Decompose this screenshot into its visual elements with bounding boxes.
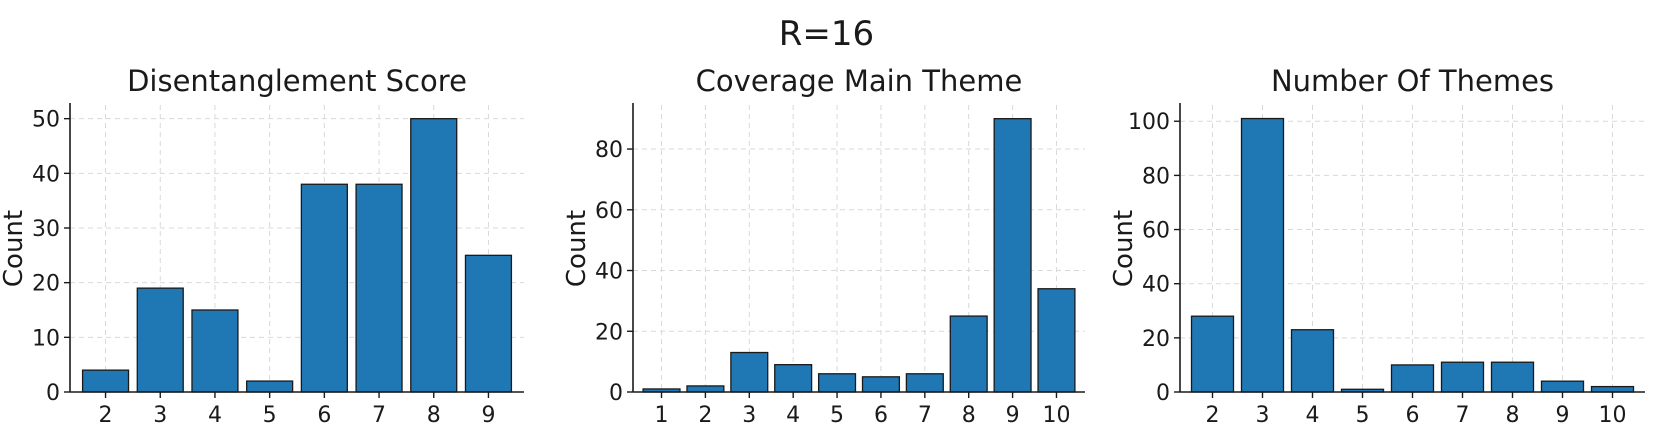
y-tick-label: 20 bbox=[1142, 327, 1170, 352]
y-tick-label: 40 bbox=[32, 162, 60, 187]
y-axis-label: Count bbox=[0, 210, 29, 287]
y-tick-label: 60 bbox=[595, 199, 623, 224]
bar-9 bbox=[1540, 380, 1585, 393]
bar-4 bbox=[191, 309, 239, 393]
bar-7 bbox=[355, 183, 403, 393]
bar-8 bbox=[1490, 361, 1535, 393]
chart-panel-2: 0 20 40 60 80 1 2 3 4 5 6 7 8 9 10 Coverage Main Theme C… bbox=[562, 64, 1085, 428]
y-tick-label: 100 bbox=[1128, 110, 1170, 135]
y-axis-label: Count bbox=[1109, 210, 1139, 287]
chart-title: Coverage Main Theme bbox=[696, 64, 1023, 98]
bar-3 bbox=[1240, 117, 1285, 393]
y-tick-label: 80 bbox=[1142, 164, 1170, 189]
y-axis-label: Count bbox=[562, 210, 592, 287]
x-tick-label: 7 bbox=[918, 403, 932, 428]
x-tick-label: 10 bbox=[1042, 403, 1070, 428]
chart-title: Number Of Themes bbox=[1271, 64, 1554, 98]
y-tick-label: 40 bbox=[595, 260, 623, 285]
chart-panel-3: 0 20 40 60 80 100 2 3 4 5 6 7 8 9 10 Number Of Themes Co… bbox=[1109, 64, 1645, 428]
x-tick-label: 5 bbox=[1356, 403, 1370, 428]
x-tick-label: 8 bbox=[962, 403, 976, 428]
x-tick-label: 5 bbox=[263, 403, 277, 428]
y-tick-label: 0 bbox=[1156, 381, 1170, 406]
chart-title: Disentanglement Score bbox=[127, 64, 467, 98]
y-tick-label: 30 bbox=[32, 217, 60, 242]
bar-7 bbox=[905, 373, 944, 393]
x-tick-label: 9 bbox=[481, 403, 495, 428]
x-tick-label: 1 bbox=[655, 403, 669, 428]
x-tick-label: 7 bbox=[1456, 403, 1470, 428]
figure-suptitle: R=16 bbox=[778, 14, 875, 54]
bar-5 bbox=[817, 373, 857, 393]
bar-3 bbox=[730, 351, 769, 393]
y-tick-label: 20 bbox=[595, 320, 623, 345]
bar-7 bbox=[1440, 361, 1485, 393]
x-tick-label: 9 bbox=[1006, 403, 1020, 428]
y-tick-label: 20 bbox=[32, 272, 60, 297]
bar-8 bbox=[949, 315, 988, 393]
bar-2 bbox=[686, 385, 725, 393]
bar-6 bbox=[1390, 364, 1435, 393]
x-tick-label: 5 bbox=[830, 403, 844, 428]
x-tick-label: 8 bbox=[427, 403, 441, 428]
x-tick-label: 3 bbox=[153, 403, 167, 428]
x-tick-label: 4 bbox=[786, 403, 800, 428]
bar-6 bbox=[861, 376, 901, 393]
x-tick-label: 8 bbox=[1506, 403, 1520, 428]
y-tick-label: 80 bbox=[595, 138, 623, 163]
x-tick-label: 4 bbox=[1306, 403, 1320, 428]
y-tick-label: 40 bbox=[1142, 273, 1170, 298]
x-tick-label: 6 bbox=[874, 403, 888, 428]
x-tick-label: 4 bbox=[208, 403, 222, 428]
bar-10 bbox=[1037, 288, 1076, 393]
chart-panel-1: 0 10 20 30 40 50 2 3 4 5 6 7 8 9 Disentanglement Score… bbox=[0, 64, 524, 428]
bar-2 bbox=[81, 369, 130, 393]
y-tick-label: 0 bbox=[609, 381, 623, 406]
x-tick-label: 6 bbox=[1406, 403, 1420, 428]
bar-6 bbox=[300, 183, 348, 393]
bar-3 bbox=[136, 287, 184, 393]
x-tick-label: 10 bbox=[1599, 403, 1627, 428]
x-tick-label: 2 bbox=[1206, 403, 1220, 428]
x-tick-label: 6 bbox=[317, 403, 331, 428]
y-tick-label: 10 bbox=[32, 326, 60, 351]
bar-9 bbox=[993, 118, 1032, 393]
x-tick-label: 7 bbox=[372, 403, 386, 428]
y-tick-label: 0 bbox=[46, 381, 60, 406]
y-tick-label: 50 bbox=[32, 108, 60, 133]
bar-5 bbox=[246, 380, 294, 393]
x-tick-label: 3 bbox=[742, 403, 756, 428]
bar-9 bbox=[464, 254, 513, 393]
bar-10 bbox=[1590, 385, 1635, 393]
y-tick-label: 60 bbox=[1142, 219, 1170, 244]
x-tick-label: 3 bbox=[1256, 403, 1270, 428]
bar-4 bbox=[1290, 329, 1335, 393]
bar-4 bbox=[774, 364, 813, 393]
x-tick-label: 9 bbox=[1556, 403, 1570, 428]
bar-2 bbox=[1190, 315, 1235, 393]
x-tick-label: 2 bbox=[99, 403, 113, 428]
x-tick-label: 2 bbox=[698, 403, 712, 428]
bar-8 bbox=[410, 118, 458, 393]
